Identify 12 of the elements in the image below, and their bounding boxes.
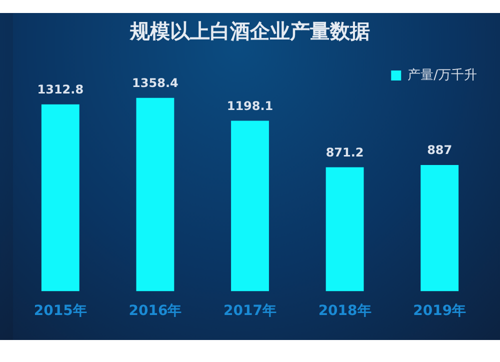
data-label: 871.2 xyxy=(326,145,364,160)
data-label: 1312.8 xyxy=(37,82,84,97)
data-label: 887 xyxy=(427,143,452,158)
x-tick-label: 2017年 xyxy=(224,303,276,320)
x-tick-label: 2016年 xyxy=(128,303,182,320)
data-label: 1198.1 xyxy=(226,98,274,113)
x-tick-label: 2019年 xyxy=(413,303,466,320)
x-tick-label: 2015年 xyxy=(34,303,87,320)
legend-label: 产量/万千升 xyxy=(408,68,478,83)
x-tick-label: 2018年 xyxy=(318,303,372,320)
chart-title: 规模以上白酒企业产量数据 xyxy=(129,19,370,44)
data-label: 1358.4 xyxy=(132,76,178,90)
